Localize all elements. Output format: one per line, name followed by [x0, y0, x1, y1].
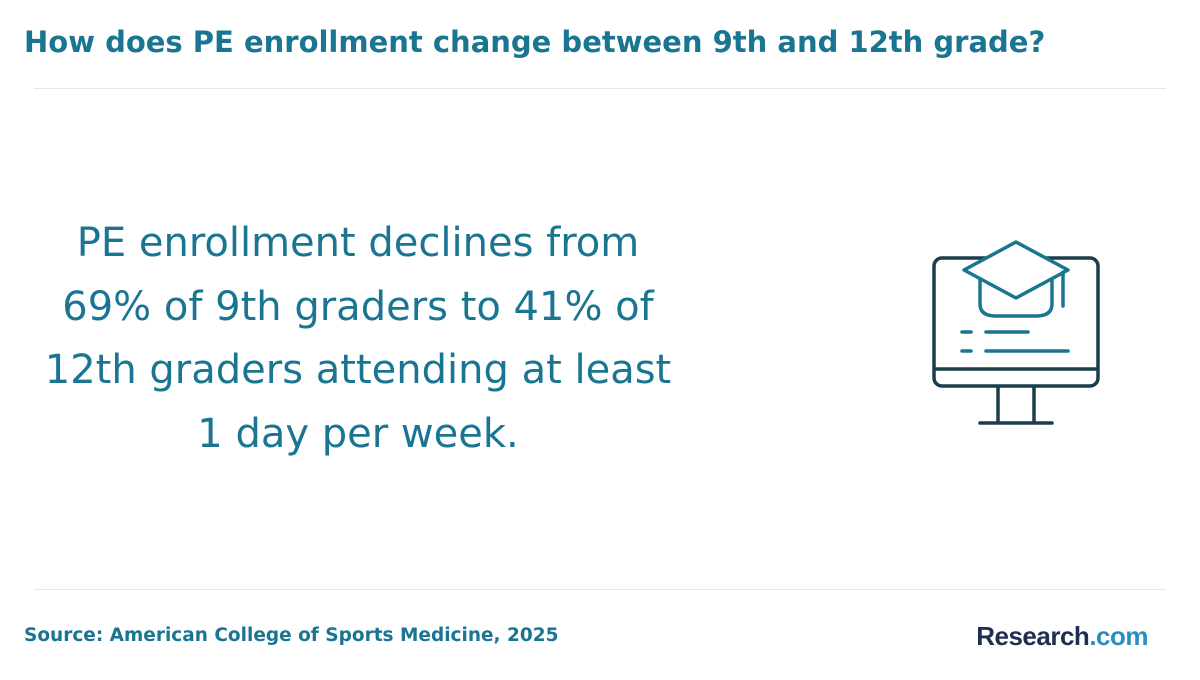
source-citation: Source: American College of Sports Medic… — [24, 625, 559, 646]
headline-statement: PE enrollment declines from 69% of 9th g… — [44, 220, 672, 457]
bottom-divider — [34, 589, 1166, 590]
logo-brand-text: Research — [976, 621, 1090, 651]
research-com-logo[interactable]: Research.com — [976, 620, 1148, 652]
computer-monitor-graduation-cap-icon — [932, 240, 1100, 425]
page-title: How does PE enrollment change between 9t… — [24, 25, 1046, 59]
top-divider — [34, 88, 1166, 89]
logo-tld-text: .com — [1089, 621, 1148, 651]
